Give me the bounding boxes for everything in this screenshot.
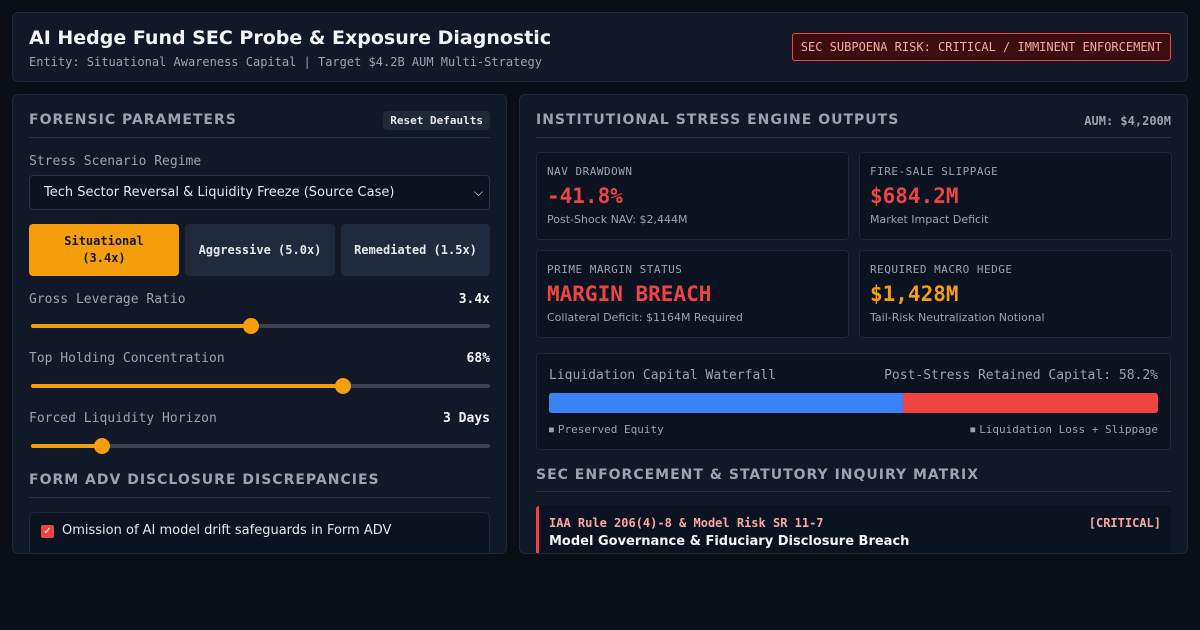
- legend-preserved-equity: ■ Preserved Equity: [549, 423, 664, 436]
- leverage-slider[interactable]: [31, 318, 490, 334]
- metric-value: -41.8%: [547, 184, 623, 208]
- legend-square-icon: ■: [970, 425, 976, 434]
- metric-label: REQUIRED MACRO HEDGE: [870, 263, 1013, 276]
- page-title: AI Hedge Fund SEC Probe & Exposure Diagn…: [29, 27, 552, 49]
- waterfall-title: Liquidation Capital Waterfall: [549, 368, 776, 383]
- liquidity-horizon-slider-thumb[interactable]: [94, 438, 111, 454]
- preset-remediated-label: Remediated (1.5x): [354, 242, 477, 257]
- divider: [29, 137, 490, 138]
- matrix-item-severity: [CRITICAL]: [1088, 516, 1161, 530]
- retained-capital-readout: Post-Stress Retained Capital: 58.2%: [884, 368, 1158, 383]
- aum-readout: AUM: $4,200M: [1084, 114, 1171, 128]
- adv-discrepancy-checkbox[interactable]: ✓: [41, 525, 54, 538]
- adv-discrepancy-label: Omission of AI model drift safeguards in…: [62, 523, 392, 538]
- metric-subtext: Post-Shock NAV: $2,444M: [547, 213, 688, 226]
- metric-prime-margin-status: PRIME MARGIN STATUS MARGIN BREACH Collat…: [536, 250, 849, 338]
- metric-fire-sale-slippage: FIRE-SALE SLIPPAGE $684.2M Market Impact…: [859, 152, 1172, 240]
- enforcement-matrix-title: SEC ENFORCEMENT & STATUTORY INQUIRY MATR…: [536, 467, 980, 483]
- matrix-item-rule: IAA Rule 206(4)-8 & Model Risk SR 11-7: [549, 516, 824, 530]
- legend-square-icon: ■: [549, 425, 554, 434]
- forensic-parameters-title: FORENSIC PARAMETERS: [29, 112, 237, 128]
- concentration-label: Top Holding Concentration: [29, 351, 225, 366]
- metric-label: FIRE-SALE SLIPPAGE: [870, 165, 999, 178]
- page-header: AI Hedge Fund SEC Probe & Exposure Diagn…: [12, 12, 1188, 82]
- liquidity-horizon-label: Forced Liquidity Horizon: [29, 411, 217, 426]
- liquidation-waterfall: Liquidation Capital Waterfall Post-Stres…: [536, 353, 1171, 450]
- enforcement-matrix-item: IAA Rule 206(4)-8 & Model Risk SR 11-7 […: [536, 506, 1171, 553]
- concentration-slider-fill: [31, 384, 344, 388]
- concentration-value: 68%: [466, 351, 490, 366]
- metric-nav-drawdown: NAV DRAWDOWN -41.8% Post-Shock NAV: $2,4…: [536, 152, 849, 240]
- legend-preserved-label: Preserved Equity: [557, 423, 664, 436]
- scenario-select-value: Tech Sector Reversal & Liquidity Freeze …: [44, 185, 395, 200]
- metric-label: NAV DRAWDOWN: [547, 165, 633, 178]
- stress-outputs-title: INSTITUTIONAL STRESS ENGINE OUTPUTS: [536, 112, 900, 128]
- stress-outputs-panel: INSTITUTIONAL STRESS ENGINE OUTPUTS AUM:…: [519, 94, 1188, 554]
- metric-required-macro-hedge: REQUIRED MACRO HEDGE $1,428M Tail-Risk N…: [859, 250, 1172, 338]
- adv-discrepancy-item[interactable]: ✓ Omission of AI model drift safeguards …: [29, 512, 490, 553]
- legend-liquidation-loss: ■ Liquidation Loss + Slippage: [970, 423, 1158, 436]
- legend-loss-label: Liquidation Loss + Slippage: [979, 423, 1158, 436]
- metric-value: $684.2M: [870, 184, 959, 208]
- adv-discrepancies-title: FORM ADV DISCLOSURE DISCREPANCIES: [29, 472, 380, 488]
- concentration-slider-thumb[interactable]: [335, 378, 352, 394]
- leverage-value: 3.4x: [458, 292, 490, 307]
- scenario-select[interactable]: Tech Sector Reversal & Liquidity Freeze …: [29, 175, 490, 210]
- page-subtitle: Entity: Situational Awareness Capital | …: [29, 55, 542, 69]
- divider: [536, 137, 1171, 138]
- risk-status-badge: SEC SUBPOENA RISK: CRITICAL / IMMINENT E…: [791, 33, 1171, 61]
- leverage-label: Gross Leverage Ratio: [29, 292, 186, 307]
- preset-aggressive-button[interactable]: Aggressive (5.0x): [185, 224, 335, 276]
- reset-defaults-button[interactable]: Reset Defaults: [383, 111, 490, 130]
- metric-subtext: Tail-Risk Neutralization Notional: [870, 311, 1045, 324]
- preset-situational-button[interactable]: Situational (3.4x): [29, 224, 179, 276]
- preset-situational-label: Situational (3.4x): [64, 234, 144, 265]
- preset-remediated-button[interactable]: Remediated (1.5x): [341, 224, 490, 276]
- waterfall-bar: [549, 393, 1158, 413]
- leverage-slider-thumb[interactable]: [243, 318, 260, 334]
- preserved-equity-fill: [549, 393, 904, 413]
- preset-aggressive-label: Aggressive (5.0x): [198, 242, 322, 257]
- metric-subtext: Market Impact Deficit: [870, 213, 989, 226]
- forensic-parameters-panel: FORENSIC PARAMETERS Reset Defaults Stres…: [12, 94, 507, 554]
- scenario-label: Stress Scenario Regime: [29, 154, 202, 169]
- metric-value: $1,428M: [870, 282, 959, 306]
- concentration-slider[interactable]: [31, 378, 490, 394]
- liquidity-horizon-slider[interactable]: [31, 438, 490, 454]
- matrix-item-title: Model Governance & Fiduciary Disclosure …: [549, 534, 910, 549]
- liquidity-horizon-slider-fill: [31, 444, 103, 448]
- liquidity-horizon-value: 3 Days: [443, 411, 490, 426]
- divider: [536, 491, 1171, 492]
- metric-subtext: Collateral Deficit: $1164M Required: [547, 311, 743, 324]
- metric-label: PRIME MARGIN STATUS: [547, 263, 683, 276]
- metric-value: MARGIN BREACH: [547, 282, 712, 306]
- chevron-down-icon: ⌵: [473, 185, 483, 199]
- leverage-slider-fill: [31, 324, 252, 328]
- divider: [29, 497, 490, 498]
